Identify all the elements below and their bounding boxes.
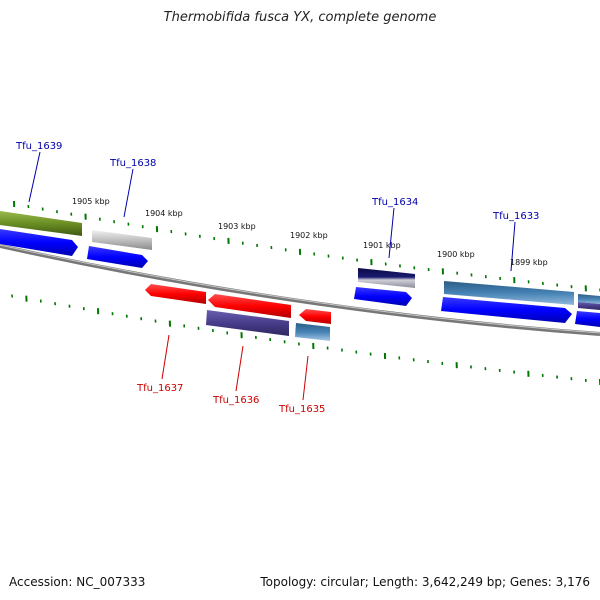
- gene-label-tfu-1638: Tfu_1638: [109, 158, 156, 169]
- callout-lines: [28, 151, 516, 401]
- kbp-label: 1903 kbp: [218, 222, 256, 231]
- genome-stats-text: Topology: circular; Length: 3,642,249 bp…: [260, 575, 590, 589]
- kbp-label: 1900 kbp: [437, 250, 475, 259]
- reverse-gene-tfu-1635[interactable]: [295, 323, 330, 341]
- forward-gene-tfu-1639[interactable]: [0, 211, 82, 236]
- accession-text: Accession: NC_007333: [9, 575, 146, 589]
- gene-label-tfu-1634: Tfu_1634: [371, 197, 418, 208]
- gene-label-tfu-1639: Tfu_1639: [15, 141, 62, 152]
- reverse-gene-tfu-1636[interactable]: [206, 310, 289, 336]
- genome-backbone-highlight: [0, 244, 600, 334]
- gene-label-tfu-1637: Tfu_1637: [136, 383, 183, 394]
- reverse-tick-row: [11, 294, 600, 386]
- forward-gene-tfu-1633[interactable]: [444, 281, 574, 305]
- forward-gene-partial-right[interactable]: [578, 294, 600, 310]
- kbp-label: 1901 kbp: [363, 241, 401, 250]
- forward-tick-row: [13, 200, 600, 292]
- genome-title: Thermobifida fusca YX, complete genome: [163, 10, 437, 25]
- gene-label-tfu-1636: Tfu_1636: [212, 395, 259, 406]
- kbp-label: 1904 kbp: [145, 209, 183, 218]
- forward-cds-arrows: [0, 229, 600, 327]
- gene-label-tfu-1633: Tfu_1633: [492, 211, 539, 222]
- forward-gene-tfu-1634[interactable]: [358, 268, 415, 288]
- forward-gene-tfu-1638[interactable]: [92, 230, 152, 250]
- kbp-label: 1902 kbp: [290, 231, 328, 240]
- kbp-labels: 1905 kbp 1904 kbp 1903 kbp 1902 kbp 1901…: [72, 197, 548, 267]
- kbp-label: 1905 kbp: [72, 197, 110, 206]
- reverse-cds-arrows: [145, 284, 331, 324]
- gene-label-tfu-1635: Tfu_1635: [278, 404, 325, 415]
- kbp-label: 1899 kbp: [510, 258, 548, 267]
- genome-backbone: [0, 244, 600, 336]
